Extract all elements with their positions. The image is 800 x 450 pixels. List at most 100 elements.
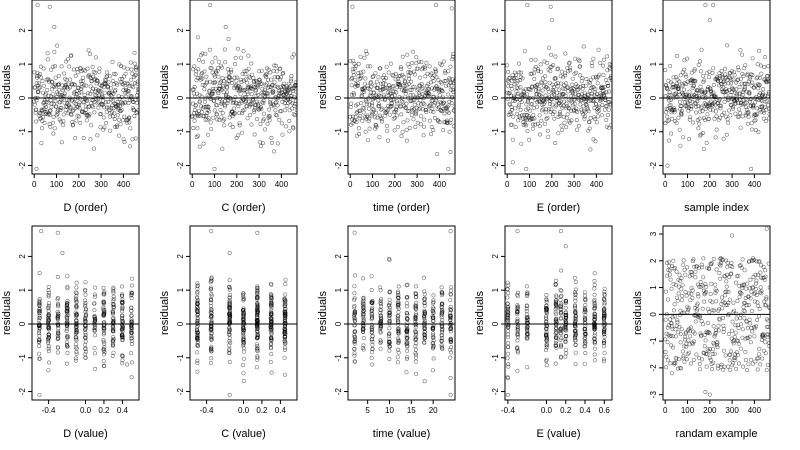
- data-point: [750, 329, 755, 334]
- data-point: [248, 112, 253, 117]
- data-point: [352, 339, 357, 344]
- data-point: [554, 341, 559, 346]
- plot-frame: [662, 0, 771, 175]
- data-point: [276, 90, 281, 95]
- data-point: [706, 116, 711, 121]
- data-point: [720, 113, 725, 118]
- data-point: [111, 342, 116, 347]
- data-point: [746, 302, 751, 307]
- data-point: [717, 270, 722, 275]
- data-point: [433, 67, 438, 72]
- y-tick-label: 1: [176, 287, 185, 292]
- data-point: [684, 344, 689, 349]
- data-point: [752, 299, 757, 304]
- data-point: [195, 291, 200, 296]
- data-point: [64, 361, 69, 366]
- data-point: [206, 105, 211, 110]
- data-point: [37, 331, 42, 336]
- data-point: [101, 285, 106, 290]
- data-point: [393, 77, 398, 82]
- data-point: [290, 55, 295, 60]
- data-point: [711, 360, 716, 365]
- data-point: [399, 66, 404, 71]
- data-point: [744, 100, 749, 105]
- data-point: [39, 75, 44, 80]
- data-point: [554, 298, 559, 303]
- data-point: [293, 83, 297, 87]
- data-point: [718, 115, 723, 120]
- data-point: [209, 321, 214, 326]
- data-point: [269, 370, 274, 375]
- data-point: [739, 346, 744, 351]
- data-point: [102, 345, 107, 350]
- data-point: [754, 76, 759, 81]
- data-point: [251, 98, 256, 103]
- data-point: [573, 279, 578, 284]
- data-point: [715, 363, 720, 368]
- data-point: [119, 95, 124, 100]
- data-point: [707, 355, 712, 360]
- data-point: [583, 327, 588, 332]
- data-point: [506, 351, 511, 356]
- data-point: [83, 107, 88, 112]
- data-point: [65, 342, 70, 347]
- data-point: [192, 64, 197, 69]
- data-point: [47, 4, 52, 9]
- data-point: [544, 117, 549, 122]
- data-point: [111, 310, 116, 315]
- data-point: [506, 290, 511, 295]
- data-point: [49, 101, 54, 106]
- data-point: [666, 118, 671, 123]
- data-point: [396, 340, 401, 345]
- data-point: [270, 88, 275, 93]
- data-point: [413, 344, 418, 349]
- data-point: [713, 290, 718, 295]
- data-point: [711, 3, 716, 8]
- data-point: [46, 346, 51, 351]
- x-axis-label: time (order): [373, 202, 430, 214]
- y-tick-label: 1: [176, 61, 185, 66]
- data-point: [711, 308, 716, 313]
- data-point: [49, 105, 54, 110]
- data-point: [200, 76, 205, 81]
- data-point: [735, 298, 740, 303]
- data-point: [583, 344, 588, 349]
- x-tick-label: 0.2: [560, 406, 572, 415]
- data-point: [192, 108, 197, 113]
- data-point: [448, 310, 453, 315]
- data-point: [422, 322, 427, 327]
- data-point: [73, 297, 78, 302]
- data-point: [405, 282, 410, 287]
- data-point: [733, 330, 738, 335]
- x-tick-label: 200: [703, 406, 717, 415]
- data-point: [531, 122, 536, 127]
- data-point: [668, 277, 673, 282]
- data-point: [93, 316, 98, 321]
- data-point: [204, 74, 209, 79]
- data-point: [241, 330, 246, 335]
- data-point: [104, 109, 109, 114]
- data-point: [397, 95, 402, 100]
- data-point: [129, 375, 134, 380]
- data-point: [539, 118, 544, 123]
- data-point: [582, 308, 587, 313]
- data-point: [541, 107, 546, 112]
- data-point: [437, 93, 442, 98]
- data-point: [85, 98, 90, 103]
- data-point: [39, 141, 44, 146]
- data-point: [46, 290, 51, 295]
- data-point: [270, 83, 275, 88]
- data-point: [255, 348, 260, 353]
- data-point: [525, 128, 530, 133]
- data-point: [505, 97, 510, 102]
- data-point: [202, 69, 207, 74]
- data-point: [712, 351, 717, 356]
- data-point: [679, 112, 684, 117]
- data-point: [714, 114, 719, 119]
- data-point: [592, 336, 597, 341]
- data-point: [362, 55, 367, 60]
- data-point: [55, 274, 60, 279]
- data-point: [593, 117, 598, 122]
- data-point: [689, 270, 694, 275]
- data-point: [361, 305, 366, 310]
